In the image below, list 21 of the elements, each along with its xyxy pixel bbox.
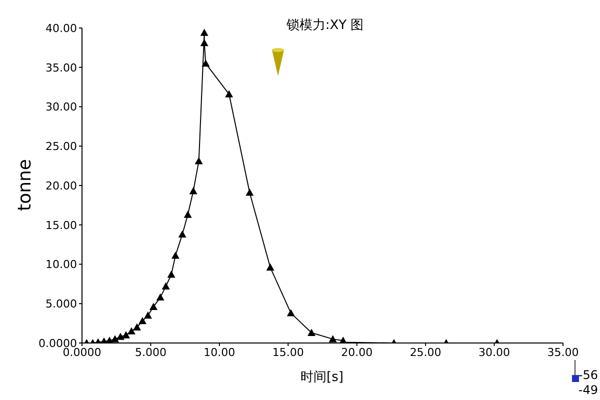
x-tick-label: 20.00 [341,346,373,359]
x-tick-label: 5.000 [134,346,166,359]
x-tick-label: 15.00 [272,346,304,359]
text: -56 [578,368,598,382]
y-tick-label: 5.000 [46,298,77,311]
x-tick-label: 0.0000 [62,346,102,359]
y-axis-title: tonne [14,159,36,211]
y-tick-label: 35.00 [46,61,77,74]
x-tick-label: 30.00 [478,346,510,359]
y-tick-label: 10.00 [46,258,77,272]
x-tick-label: 10.00 [204,346,236,359]
x-tick-label: 35.00 [547,346,579,359]
y-tick-label: 20.00 [46,179,77,192]
y-tick-label: 40.00 [46,22,77,35]
x-axis-title: 时间[s] [300,369,344,386]
y-tick-label: 30.00 [46,100,77,114]
chart-title: 锁模力:XY 图 [285,17,365,34]
text: -49 [578,383,598,397]
y-tick-label: 15.00 [46,218,77,232]
x-tick-label: 25.00 [410,346,442,359]
y-tick-label: 25.00 [46,140,77,154]
